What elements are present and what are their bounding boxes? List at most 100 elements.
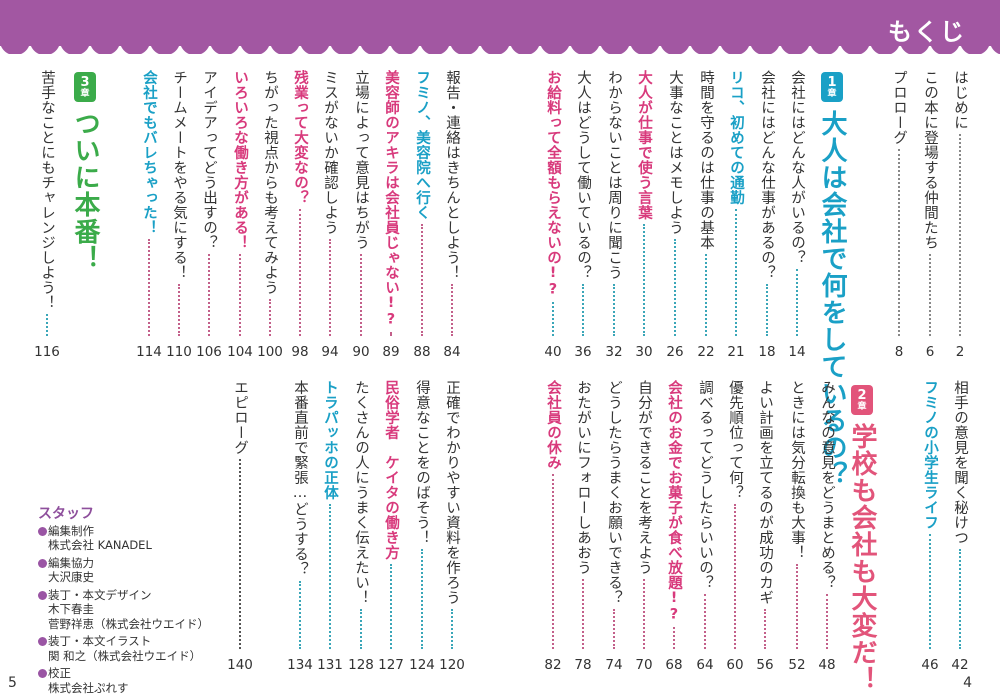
toc-entry-page: 127 xyxy=(378,657,404,673)
dotted-leader xyxy=(643,579,645,649)
toc-entry[interactable]: アイデアってどう出すの？ 106 xyxy=(196,70,222,360)
toc-entry[interactable]: 相手の意見を聞く秘けつ 42 xyxy=(948,380,972,673)
toc-entry[interactable]: みんなの意見をどうまとめる？ 48 xyxy=(815,380,839,673)
dotted-leader xyxy=(959,134,961,336)
toc-entry[interactable]: リコ、初めての通勤 21 xyxy=(724,70,748,360)
dotted-leader xyxy=(390,332,392,336)
chapter-title: 大人は会社で何をしているの？ xyxy=(817,110,847,488)
toc-entry[interactable]: エピローグ 140 xyxy=(227,380,253,673)
dotted-leader xyxy=(148,239,150,336)
toc-entry-title: 大事なことはメモしよう xyxy=(667,70,683,235)
toc-entry[interactable]: はじめに 2 xyxy=(948,70,972,360)
toc-entry-page: 40 xyxy=(544,344,562,360)
toc-entry[interactable]: 優先順位って何？ 60 xyxy=(723,380,747,673)
toc-entry[interactable]: 会社でもバレちゃった！ 114 xyxy=(136,70,162,360)
staff-name: 木下春圭 xyxy=(48,602,94,616)
toc-entry-page: 90 xyxy=(352,344,370,360)
dotted-leader xyxy=(643,224,645,336)
toc-entry[interactable]: この本に登場する仲間たち 6 xyxy=(918,70,942,360)
toc-entry[interactable]: 調べるってどうしたらいいの？ 64 xyxy=(693,380,717,673)
toc-entry-title: 会社にはどんな人がいるの？ xyxy=(789,70,805,265)
staff-name: 株式会社 KANADEL xyxy=(48,538,152,552)
toc-entry-page: 2 xyxy=(955,344,965,360)
toc-entry-title: フミノ、美容院へ行く xyxy=(414,70,430,220)
dotted-leader xyxy=(269,299,271,336)
dotted-leader xyxy=(421,549,423,649)
toc-entry-page: 131 xyxy=(317,657,343,673)
toc-entry[interactable]: フミノの小学生ライフ 46 xyxy=(918,380,942,673)
toc-entry-title: 苦手なことにもチャレンジしよう！ xyxy=(39,70,55,310)
toc-entry-title: エピローグ xyxy=(232,380,248,455)
dotted-leader xyxy=(582,284,584,336)
toc-entry[interactable]: どうしたらうまくお願いできる？ 74 xyxy=(602,380,626,673)
toc-entry[interactable]: わからないことは周りに聞こう 32 xyxy=(602,70,626,360)
chapter-number: 3 xyxy=(80,74,90,90)
toc-entry[interactable]: ときには気分転換も大事！ 52 xyxy=(785,380,809,673)
toc-entry-page: 88 xyxy=(413,344,431,360)
toc-entry[interactable]: 美容師のアキラは会社員じゃない!? 89 xyxy=(379,70,403,360)
toc-entry-page: 68 xyxy=(665,657,683,673)
toc-entry[interactable]: 報告・連絡はきちんとしよう！ 84 xyxy=(440,70,464,360)
toc-entry[interactable]: 残業って大変なの？ 98 xyxy=(288,70,312,360)
toc-entry[interactable]: 大人はどうして働いているの？ 36 xyxy=(571,70,595,360)
toc-entry-title: どうしたらうまくお願いできる？ xyxy=(606,380,622,605)
toc-entry-page: 140 xyxy=(227,657,253,673)
toc-entry[interactable]: 大人が仕事で使う言葉 30 xyxy=(632,70,656,360)
toc-entry[interactable]: 苦手なことにもチャレンジしよう！ 116 xyxy=(34,70,60,360)
toc-entry-title: 優先順位って何？ xyxy=(727,380,743,500)
toc-entry-page: 56 xyxy=(756,657,774,673)
toc-entry[interactable]: 得意なことをのばそう！ 124 xyxy=(409,380,435,673)
toc-entry[interactable]: 会社員の休み 82 xyxy=(541,380,565,673)
toc-entry[interactable]: 会社にはどんな人がいるの？ 14 xyxy=(785,70,809,360)
toc-entry-title: リコ、初めての通勤 xyxy=(728,70,744,205)
toc-entry[interactable]: フミノ、美容院へ行く 88 xyxy=(410,70,434,360)
dotted-leader xyxy=(451,609,453,649)
chapter-number: 2 xyxy=(857,387,867,403)
toc-entry[interactable]: ちがった視点からも考えてみよう 100 xyxy=(257,70,283,360)
toc-entry-title: 民俗学者 ケイタの働き方 xyxy=(383,380,399,560)
toc-entry[interactable]: トラパッホの正体 131 xyxy=(317,380,343,673)
dotted-leader xyxy=(552,474,554,649)
toc-entry-page: 104 xyxy=(227,344,253,360)
toc-entry[interactable]: 本番直前で緊張…どうする？ 134 xyxy=(287,380,313,673)
toc-entry-title: おたがいにフォローしあおう xyxy=(575,380,591,575)
toc-entry-page: 60 xyxy=(726,657,744,673)
toc-entry[interactable]: 立場によって意見はちがう 90 xyxy=(349,70,373,360)
toc-entry-page: 32 xyxy=(605,344,623,360)
toc-entry[interactable]: いろいろな働き方がある！ 104 xyxy=(227,70,253,360)
toc-entry[interactable]: 民俗学者 ケイタの働き方 127 xyxy=(378,380,404,673)
toc-entry-page: 128 xyxy=(348,657,374,673)
toc-entry[interactable]: 会社のお金でお菓子が食べ放題!? 68 xyxy=(662,380,686,673)
dotted-leader xyxy=(208,254,210,336)
toc-entry[interactable]: 会社にはどんな仕事があるの？ 18 xyxy=(755,70,779,360)
toc-entry-title: 正確でわかりやすい資料を作ろう xyxy=(444,380,460,605)
page-number-left: 5 xyxy=(8,675,17,691)
toc-entry-title: 会社員の休み xyxy=(545,380,561,470)
toc-entry-title: 得意なことをのばそう！ xyxy=(414,380,430,545)
dotted-leader xyxy=(929,534,931,649)
toc-entry-page: 106 xyxy=(196,344,222,360)
toc-entry-page: 21 xyxy=(727,344,745,360)
toc-entry[interactable]: お給料って全額もらえないの!? 40 xyxy=(541,70,565,360)
staff-group: 装丁・本文デザイン 木下春圭 菅野祥恵（株式会社ウエイド） xyxy=(38,588,209,632)
toc-entry[interactable]: よい計画を立てるのが成功のカギ 56 xyxy=(753,380,777,673)
toc-entry[interactable]: プロローグ 8 xyxy=(887,70,911,360)
toc-entry[interactable]: たくさんの人にうまく伝えたい！ 128 xyxy=(348,380,374,673)
toc-entry[interactable]: 大事なことはメモしよう 26 xyxy=(663,70,687,360)
toc-entry[interactable]: 自分ができることを考えよう 70 xyxy=(632,380,656,673)
toc-entry-page: 70 xyxy=(635,657,653,673)
toc-entry[interactable]: チームメートをやる気にする！ 110 xyxy=(166,70,192,360)
dotted-leader xyxy=(421,224,423,336)
toc-entry[interactable]: おたがいにフォローしあおう 78 xyxy=(571,380,595,673)
toc-entry-title: 大人が仕事で使う言葉 xyxy=(636,70,652,220)
toc-entry[interactable]: ミスがないか確認しよう 94 xyxy=(318,70,342,360)
toc-entry-title: いろいろな働き方がある！ xyxy=(232,70,248,250)
toc-entry[interactable]: 時間を守るのは仕事の基本 22 xyxy=(694,70,718,360)
toc-entry[interactable]: 正確でわかりやすい資料を作ろう 120 xyxy=(439,380,465,673)
toc-entry-title: 本番直前で緊張…どうする？ xyxy=(292,380,308,577)
